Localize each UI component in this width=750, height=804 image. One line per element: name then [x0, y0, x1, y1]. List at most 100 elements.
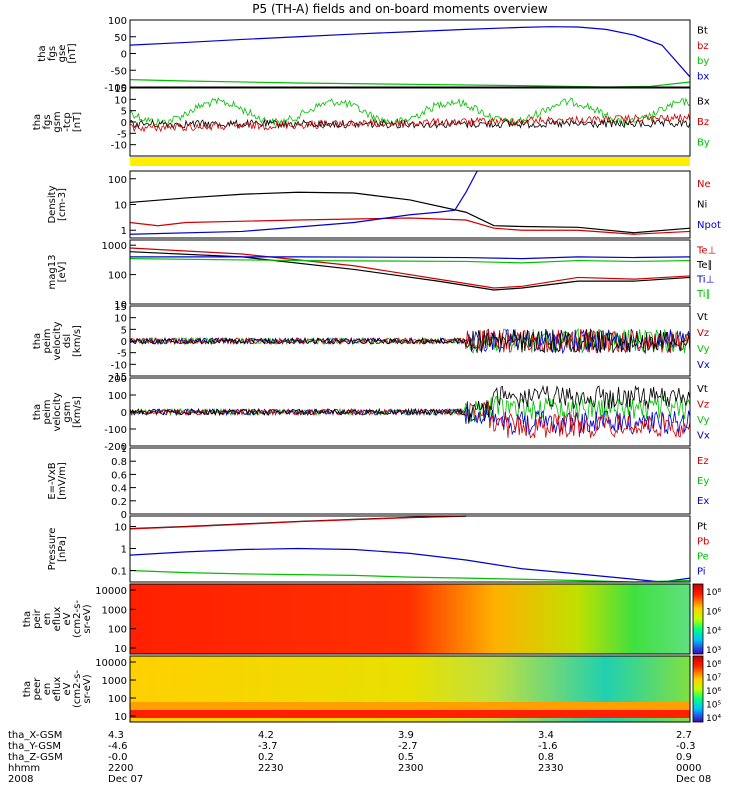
series-Npot	[129, 170, 478, 235]
series-Ti∥	[129, 257, 691, 264]
y-axis-label: sr-eV)	[82, 604, 93, 633]
y-axis-label: peim	[42, 399, 53, 424]
legend-entry: Vt	[697, 384, 708, 395]
legend-entry: Bx	[697, 96, 710, 107]
x-axis-value: 4.3	[108, 730, 124, 741]
x-axis-value: -0.0	[108, 752, 128, 763]
x-axis-value: 2230	[258, 763, 283, 774]
y-tick-label: 0.8	[111, 457, 127, 468]
y-tick-label: 10	[114, 201, 127, 212]
y-tick-label: -50	[111, 66, 127, 77]
legend-entry: By	[697, 138, 710, 149]
panel-frame	[129, 170, 691, 239]
y-tick-label: 0	[121, 118, 127, 129]
y-tick-label: 50	[114, 33, 127, 44]
y-tick-label: 100	[108, 391, 127, 402]
x-axis-row-label: tha_X-GSM	[8, 730, 62, 741]
y-axis-label: velocity	[52, 392, 63, 431]
x-axis-value: -1.6	[538, 741, 558, 752]
colorbar	[692, 583, 704, 655]
x-axis-value: 2330	[538, 763, 563, 774]
series-Pb	[129, 515, 467, 530]
y-tick-label: 0.1	[111, 566, 127, 577]
colorbar-label: 10⁴	[706, 627, 721, 637]
y-tick-label: 100	[108, 175, 127, 186]
legend-entry: Ez	[697, 456, 709, 467]
x-axis-row-label: 2008	[8, 774, 33, 785]
x-axis-value: 2300	[398, 763, 423, 774]
y-tick-label: 10	[114, 644, 127, 655]
y-tick-label: 0	[121, 50, 127, 61]
y-tick-label: -100	[104, 83, 127, 94]
y-tick-label: 1	[121, 544, 127, 555]
y-axis-label: eV	[62, 612, 73, 625]
y-tick-label: 1	[121, 444, 127, 455]
y-tick-label: 15	[114, 302, 127, 313]
low-energy-band-2	[130, 702, 690, 710]
noise-trace	[129, 96, 691, 127]
y-tick-label: 10	[114, 95, 127, 106]
x-axis-value: 4.2	[258, 730, 274, 741]
colorbar-label: 10³	[706, 646, 721, 656]
y-axis-label: sr-eV)	[82, 674, 93, 703]
y-axis-label: tha	[37, 45, 48, 61]
y-tick-label: 5	[121, 325, 127, 336]
legend-entry: by	[697, 56, 709, 67]
legend-entry: bz	[697, 41, 709, 52]
series-Ti⊥	[130, 256, 691, 260]
y-axis-label: gsm	[52, 111, 63, 132]
y-axis-label: [mV/m]	[57, 462, 68, 500]
x-axis-value: 2.7	[676, 730, 692, 741]
y-axis-label: [km/s]	[72, 325, 83, 357]
legend-entry: Pe	[697, 552, 709, 563]
panel-frame	[129, 239, 691, 305]
x-axis-table: tha_X-GSM 4.3 4.2 3.9 3.4 2.7 tha_Y-GSM -4.6 -3.…	[8, 730, 711, 785]
legend-entry: Ne	[697, 179, 711, 190]
y-tick-label: 200	[108, 374, 127, 385]
x-axis-value: 3.9	[398, 730, 414, 741]
y-tick-label: 5	[121, 107, 127, 118]
y-axis-label: [eV]	[57, 262, 68, 283]
y-axis-label: en	[42, 613, 53, 626]
colorbar-label: 10⁶	[706, 607, 721, 617]
colorbar-label: 10⁷	[706, 674, 721, 684]
series-Ne	[129, 217, 691, 235]
y-axis-label: [km/s]	[72, 396, 83, 428]
y-tick-label: -5	[117, 129, 127, 140]
y-tick-label: 1000	[102, 676, 127, 687]
y-axis-label: (cm2-s-	[72, 670, 83, 708]
y-axis-label: mag13	[47, 255, 58, 290]
legend-entry: Ey	[697, 476, 709, 487]
legend-entry: Ni	[697, 200, 707, 211]
x-axis-value: 0.2	[258, 752, 274, 763]
y-tick-label: 1000	[102, 605, 127, 616]
y-axis-label: en	[42, 683, 53, 696]
colorbar-label: 10⁸	[706, 660, 721, 670]
x-axis-value: -4.6	[108, 741, 128, 752]
y-axis-label: velocity	[52, 321, 63, 360]
y-axis-label: [nT]	[67, 43, 78, 63]
series-by	[129, 79, 691, 88]
x-axis-value: 0.9	[676, 752, 692, 763]
spectrogram	[130, 584, 690, 654]
legend-entry: Vx	[697, 360, 710, 371]
x-axis-row-label: hhmm	[8, 763, 40, 774]
y-tick-label: -5	[117, 349, 127, 360]
x-axis-row-label: tha_Y-GSM	[8, 741, 61, 752]
y-tick-label: 1	[121, 226, 127, 237]
x-axis-value: 0.5	[398, 752, 414, 763]
x-axis-value: 0000	[676, 763, 701, 774]
y-tick-label: 0.2	[111, 497, 127, 508]
legend-entry: Vy	[697, 344, 710, 355]
legend-entry: Pt	[697, 522, 707, 533]
legend-entry: Vy	[697, 415, 710, 426]
series-Ni	[129, 191, 691, 234]
colorbar-label: 10⁴	[706, 714, 721, 724]
panel-frame	[129, 19, 691, 88]
y-axis-label: gsm	[62, 401, 73, 422]
y-tick-label: 0.6	[111, 470, 127, 481]
panel-efield: 1 0.8 0.6 0.4 0.2 0 E=-VxB [mV/m] Ez Ey Ex	[47, 444, 709, 521]
